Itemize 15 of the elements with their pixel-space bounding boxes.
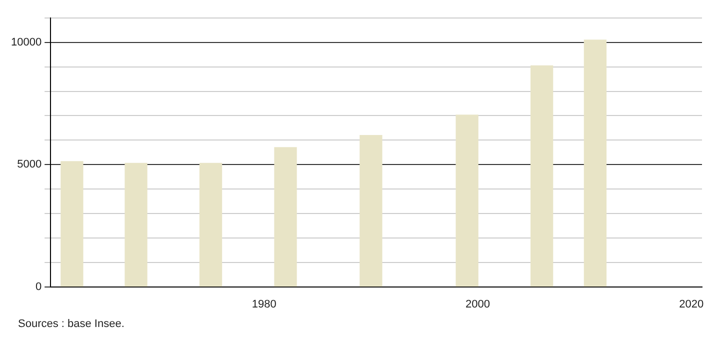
x-tick-label: 2020 [679, 298, 704, 310]
bar [456, 114, 478, 287]
bar [60, 161, 84, 287]
bar [530, 65, 554, 287]
y-tick-label: 10000 [10, 36, 42, 48]
bar [274, 147, 297, 287]
bar [124, 162, 148, 287]
bar [199, 162, 222, 287]
source-note: Sources : base Insee. [18, 318, 126, 330]
y-tick-label: 5000 [17, 158, 42, 171]
x-tick-label: 2000 [466, 298, 490, 310]
bar [584, 40, 607, 287]
bar [360, 134, 382, 287]
y-tick-label: 0 [35, 280, 42, 293]
x-tick-label: 1980 [252, 298, 276, 310]
